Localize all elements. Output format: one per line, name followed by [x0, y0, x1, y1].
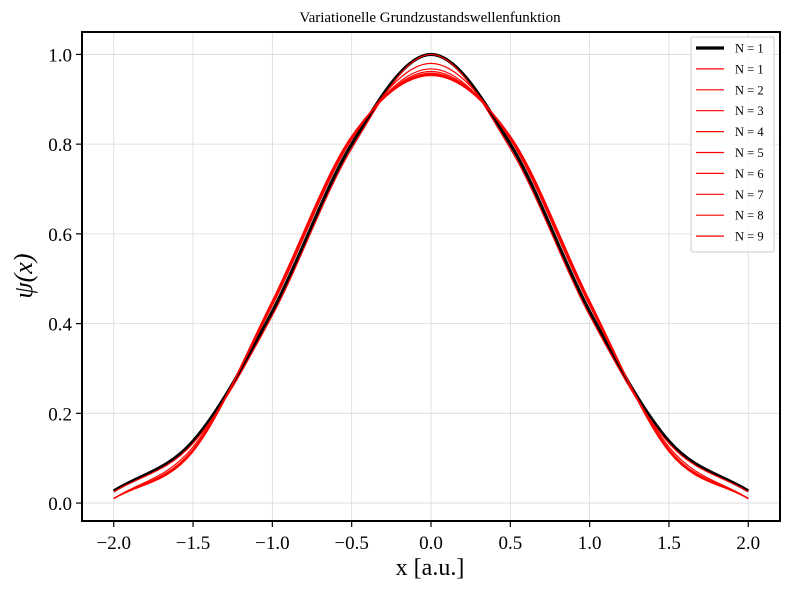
x-tick-label: −1.0 — [255, 533, 289, 554]
ticks: −2.0 −1.5 −1.0 −0.5 0.0 0.5 1.0 1.5 2.0 0.0 0.2 0.4… — [48, 45, 760, 554]
x-tick-label: 1.0 — [578, 533, 602, 554]
series-layer — [112, 52, 750, 500]
legend: N = 1 N = 1 N = 2 N = 3 N = 4 N = 5 N = 6 N = 7… — [690, 36, 775, 253]
legend-label: N = 1 — [735, 62, 764, 76]
legend-label: N = 6 — [735, 167, 764, 181]
x-tick-label: −2.0 — [96, 533, 130, 554]
legend-label: N = 5 — [735, 146, 764, 160]
x-tick-label: −0.5 — [334, 533, 368, 554]
legend-label: N = 9 — [735, 230, 764, 244]
x-tick-label: 0.0 — [419, 533, 443, 554]
legend-box — [690, 36, 775, 253]
series-line-2 — [113, 53, 749, 493]
legend-label: N = 7 — [735, 188, 764, 202]
y-tick-label: 0.8 — [48, 135, 72, 156]
x-axis-title: x [a.u.] — [396, 555, 465, 581]
series-line-10 — [113, 74, 749, 500]
y-tick-label: 0.0 — [48, 494, 72, 515]
y-tick-label: 0.6 — [48, 225, 72, 246]
legend-label: N = 2 — [735, 83, 764, 97]
y-tick-label: 0.4 — [48, 315, 72, 336]
y-tick-label: 0.2 — [48, 404, 72, 425]
legend-label: N = 4 — [735, 125, 764, 139]
chart-title: Variationelle Grundzustandswellenfunktio… — [299, 10, 561, 26]
legend-label: N = 8 — [735, 209, 764, 223]
y-axis-title: ψ(x) — [9, 253, 38, 298]
legend-label: N = 1 — [735, 42, 764, 56]
legend-label: N = 3 — [735, 104, 764, 118]
x-tick-label: −1.5 — [176, 533, 210, 554]
y-tick-label: 1.0 — [48, 45, 72, 66]
x-tick-label: 0.5 — [498, 533, 522, 554]
x-tick-label: 2.0 — [736, 533, 760, 554]
x-tick-label: 1.5 — [657, 533, 681, 554]
